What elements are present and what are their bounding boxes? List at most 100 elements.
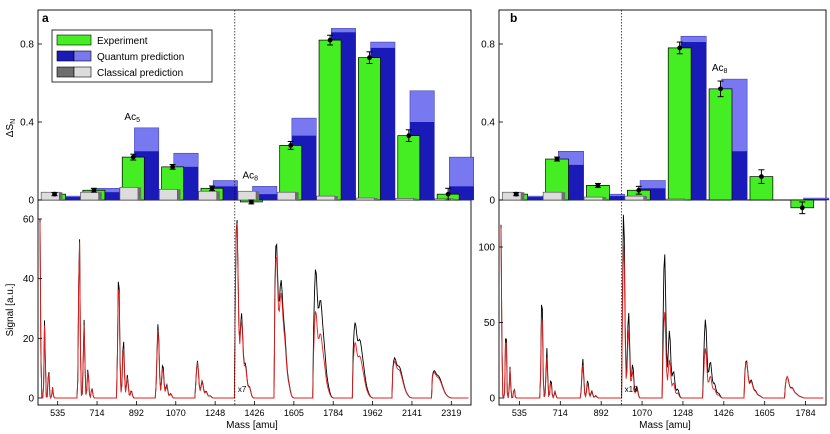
panel-a-label: a [42, 11, 49, 25]
a-datapoint-1962 [367, 55, 372, 61]
a-experiment-bar-1784 [318, 39, 342, 201]
b-xtick-label-1784: 1784 [796, 408, 816, 418]
a-datapoint-714 [91, 187, 97, 193]
panel-b-label: b [510, 11, 517, 25]
a-classical-bar-1070 [158, 188, 178, 201]
b-ytick-label-0.8: 0.8 [481, 40, 495, 51]
a-spec-ytick-label-60: 60 [23, 215, 35, 226]
legend-swatch-experiment [56, 34, 92, 46]
a-classical-bar-2141 [395, 198, 414, 201]
b-spectrum-black [500, 214, 824, 400]
a-ytick-label-0: 0 [28, 196, 34, 207]
b-xtick-label-1248: 1248 [673, 408, 693, 418]
a-experiment-bar-1962 [358, 57, 381, 201]
b-datapoint-892 [595, 182, 601, 188]
b-classical-bar-1070 [624, 195, 644, 201]
b-scale-note: x10 [625, 385, 638, 394]
a-spec-ytick-label-0: 0 [28, 394, 34, 405]
spectrum-marks [39, 214, 824, 400]
a-xtick-label-892: 892 [129, 408, 144, 418]
a-classical-edge-1426 [256, 191, 260, 200]
b-datapoint-1426 [718, 86, 723, 92]
a-xtick-label-2319: 2319 [441, 408, 461, 418]
a-scale-note: x7 [238, 385, 247, 394]
a-classical-edge-2141 [413, 198, 417, 200]
b-experiment-bar-1426 [708, 88, 733, 201]
a-spectrum-black [39, 219, 469, 400]
a-classical-edge-1784 [334, 196, 338, 200]
a-spectrum-red [39, 222, 469, 400]
a-datapoint-1248 [209, 185, 215, 191]
legend: Experiment Quantum prediction Classical … [51, 29, 213, 83]
b-classical-bar-892 [583, 196, 604, 201]
a-classical-bar-1605 [277, 191, 296, 201]
legend-swatch-classical-light [73, 66, 92, 78]
a-classical-edge-1962 [374, 198, 378, 200]
a-datapoint-1070 [170, 164, 176, 170]
a-classical-edge-1248 [216, 191, 220, 200]
a-quantum-inner-535 [55, 197, 81, 200]
b-spec-ytick-label-0: 0 [489, 394, 495, 405]
a-classical-edge-1070 [177, 189, 181, 200]
a-datapoint-1426 [248, 199, 254, 205]
b-classical-edge-1248 [684, 199, 688, 200]
b-spec-ytick-label-100: 100 [478, 243, 495, 254]
a-classical-bar-1784 [316, 195, 336, 201]
b-xtick-label-1070: 1070 [632, 408, 652, 418]
b-datapoint-1784 [799, 205, 805, 211]
a-datapoint-2141 [406, 133, 412, 139]
legend-label-classical: Classical prediction [97, 68, 183, 79]
a-classical-edge-714 [98, 192, 102, 200]
legend-label-quantum: Quantum prediction [97, 52, 184, 63]
b-datapoint-535 [513, 191, 519, 197]
a-classical-edge-892 [137, 187, 142, 200]
b-classical-bar-1248 [665, 198, 685, 201]
a-ytick-label-0.8: 0.8 [20, 40, 34, 51]
xlabel-b: Mass [amu] [639, 420, 691, 431]
b-classical-edge-892 [602, 197, 607, 200]
a-spec-ytick-label-20: 20 [23, 334, 35, 345]
a-xtick-label-535: 535 [50, 408, 65, 418]
b-ytick-label-0: 0 [489, 196, 495, 207]
a-classical-bar-1248 [198, 190, 218, 201]
ylabel-top: ΔSN [5, 119, 17, 137]
a-quantum-inner-1426 [252, 194, 277, 200]
b-classical-edge-1070 [643, 196, 647, 200]
b-xtick-label-714: 714 [553, 408, 568, 418]
axes-and-ticks: 0 0.4 0.8 Ac5 Ac8 0 0.4 0.8 Ac8 535 714 892 1070 1248… [20, 10, 816, 418]
b-classical-edge-535 [521, 192, 525, 200]
a-xtick-label-1070: 1070 [166, 408, 186, 418]
b-experiment-bar-1248 [667, 47, 692, 201]
b-datapoint-1070 [636, 187, 642, 193]
b-classical-bar-714 [542, 191, 563, 201]
a-annotation-Ac8: Ac8 [243, 170, 259, 182]
a-ytick-label-0.4: 0.4 [20, 118, 34, 129]
a-datapoint-1605 [288, 143, 294, 148]
legend-swatch-quantum-dark [56, 50, 75, 62]
b-quantum-inner-535 [517, 197, 543, 200]
a-datapoint-1784 [327, 37, 333, 43]
b-datapoint-1248 [677, 45, 683, 51]
ylabel-bottom: Signal [a.u.] [5, 283, 16, 336]
a-classical-edge-2319 [452, 198, 457, 200]
b-datapoint-714 [554, 156, 560, 162]
a-classical-bar-1962 [355, 197, 375, 201]
legend-swatch-classical-dark [56, 66, 75, 78]
xlabel-a: Mass [amu] [226, 420, 278, 431]
a-quantum-inner-714 [95, 192, 120, 200]
b-ytick-label-0.4: 0.4 [481, 118, 495, 129]
a-classical-edge-1605 [295, 192, 299, 200]
a-experiment-bar-1605 [279, 145, 303, 201]
b-classical-edge-714 [561, 192, 566, 200]
b-spectrum-red [500, 227, 824, 400]
legend-swatch-quantum-light [73, 50, 92, 62]
a-datapoint-535 [52, 191, 57, 197]
a-datapoint-892 [130, 154, 136, 160]
a-xtick-label-1426: 1426 [244, 408, 264, 418]
a-classical-bar-1426 [237, 190, 257, 201]
b-quantum-inner-1784 [803, 199, 829, 200]
a-annotation-Ac5: Ac5 [124, 112, 140, 124]
a-xtick-label-1784: 1784 [323, 408, 343, 418]
b-quantum-inner-892 [599, 196, 625, 200]
